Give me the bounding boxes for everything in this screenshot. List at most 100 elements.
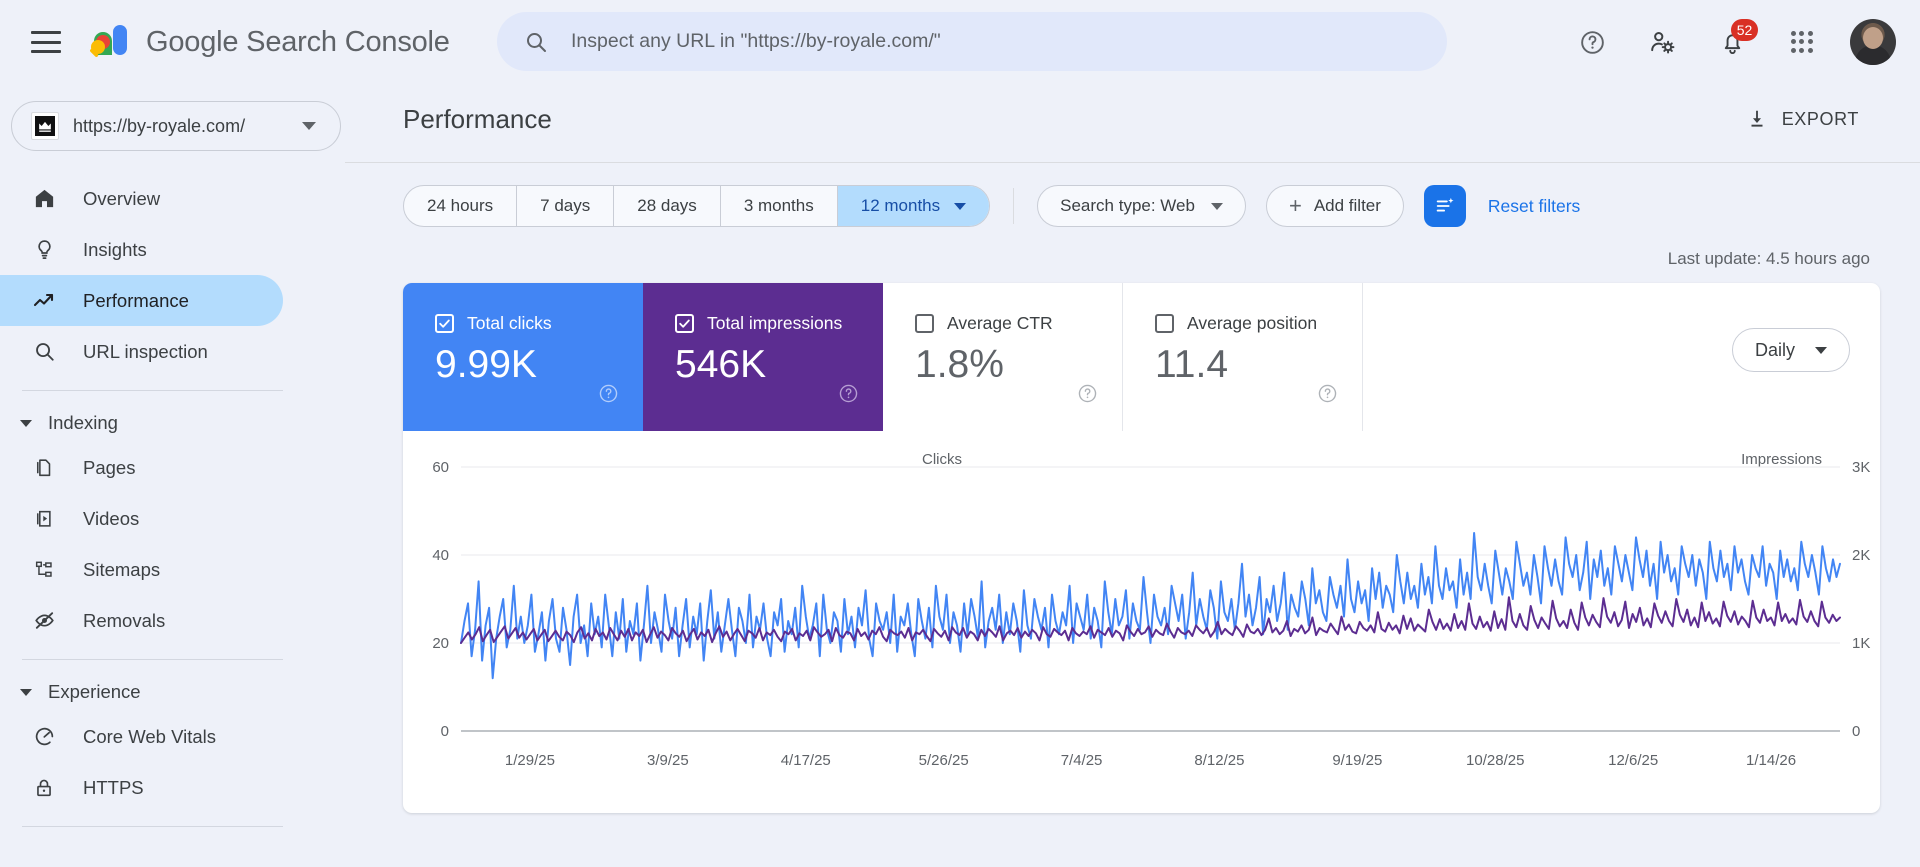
sidebar-item-label: Videos [83, 507, 140, 529]
metric-label: Average position [1187, 313, 1318, 333]
sidebar-item-overview[interactable]: Overview [0, 173, 283, 224]
metric-card-total-impressions[interactable]: Total impressions 546K [643, 283, 883, 431]
metric-card-average-ctr[interactable]: Average CTR 1.8% [883, 283, 1123, 431]
video-icon [31, 506, 57, 532]
svg-text:10/28/25: 10/28/25 [1466, 752, 1524, 769]
help-icon[interactable] [598, 383, 619, 409]
chevron-down-icon [954, 202, 967, 210]
add-filter-button[interactable]: + Add filter [1265, 185, 1404, 227]
page-title: Performance [403, 103, 552, 134]
checkbox-checked-icon[interactable] [435, 314, 454, 333]
chevron-down-icon [302, 122, 316, 130]
apps-grid-icon[interactable] [1780, 20, 1824, 64]
date-range-24-hours[interactable]: 24 hours [404, 186, 518, 226]
date-range-28-days[interactable]: 28 days [614, 186, 721, 226]
chevron-down-icon [20, 688, 32, 696]
property-favicon-icon [31, 112, 59, 140]
date-range-3-months[interactable]: 3 months [721, 186, 838, 226]
sidebar: https://by-royale.com/ Overview Insights [0, 84, 345, 867]
metric-label: Average CTR [947, 313, 1053, 333]
smart-filter-button[interactable] [1423, 185, 1466, 227]
date-range-12-months[interactable]: 12 months [837, 186, 990, 226]
lightbulb-icon [31, 237, 57, 263]
sidebar-item-label: Performance [83, 289, 189, 311]
sidebar-group-label: Indexing [48, 412, 118, 433]
property-url: https://by-royale.com/ [73, 115, 246, 136]
sidebar-item-removals[interactable]: Removals [0, 595, 283, 646]
performance-panel: Total clicks 9.99K Total impressions [403, 283, 1880, 813]
svg-text:1K: 1K [1852, 635, 1870, 652]
sidebar-item-label: URL inspection [83, 340, 208, 362]
sidebar-divider [22, 390, 283, 391]
trending-up-icon [31, 288, 57, 314]
sidebar-item-sitemaps[interactable]: Sitemaps [0, 544, 283, 595]
svg-text:9/19/25: 9/19/25 [1332, 752, 1382, 769]
notifications-icon[interactable]: 52 [1710, 19, 1758, 64]
help-icon[interactable] [1317, 383, 1338, 409]
metric-label: Total impressions [707, 313, 843, 333]
svg-text:1/14/26: 1/14/26 [1746, 752, 1796, 769]
add-filter-label: Add filter [1313, 196, 1381, 215]
y-axis-left-label: Clicks [922, 451, 962, 468]
metric-card-average-position[interactable]: Average position 11.4 [1123, 283, 1363, 431]
search-type-label: Search type: Web [1060, 196, 1195, 215]
account-settings-icon[interactable] [1640, 20, 1684, 64]
home-icon [31, 186, 57, 212]
hamburger-menu-icon[interactable] [31, 31, 61, 53]
export-button[interactable]: EXPORT [1740, 100, 1865, 138]
svg-text:20: 20 [432, 635, 449, 652]
sidebar-item-performance[interactable]: Performance [0, 275, 283, 326]
svg-text:12/6/25: 12/6/25 [1608, 752, 1658, 769]
metric-label: Total clicks [467, 313, 552, 333]
sidebar-divider [22, 826, 283, 827]
sidebar-item-insights[interactable]: Insights [0, 224, 283, 275]
main-content: Performance EXPORT 24 hours 7 days 28 da… [345, 84, 1920, 867]
checkbox-unchecked-icon[interactable] [915, 314, 934, 333]
checkbox-unchecked-icon[interactable] [1155, 314, 1174, 333]
filters-toolbar: 24 hours 7 days 28 days 3 months 12 mont… [345, 163, 1920, 227]
sidebar-item-videos[interactable]: Videos [0, 493, 283, 544]
sidebar-item-url-inspection[interactable]: URL inspection [0, 326, 283, 377]
metric-card-total-clicks[interactable]: Total clicks 9.99K [403, 283, 643, 431]
sidebar-item-label: HTTPS [83, 776, 144, 798]
toolbar-divider [1013, 188, 1015, 224]
sidebar-item-pages[interactable]: Pages [0, 442, 283, 493]
sidebar-item-label: Overview [83, 187, 161, 209]
svg-text:3K: 3K [1852, 459, 1870, 476]
reset-filters-link[interactable]: Reset filters [1487, 195, 1581, 216]
property-selector[interactable]: https://by-royale.com/ [11, 101, 341, 151]
sidebar-item-https[interactable]: HTTPS [0, 762, 283, 813]
eye-off-icon [31, 608, 57, 634]
primary-nav: Overview Insights Performance [0, 173, 345, 377]
granularity-selector[interactable]: Daily [1731, 328, 1850, 372]
help-icon[interactable] [838, 383, 859, 409]
sidebar-group-indexing[interactable]: Indexing [0, 404, 345, 442]
svg-text:3/9/25: 3/9/25 [647, 752, 689, 769]
checkbox-checked-icon[interactable] [675, 314, 694, 333]
chart-canvas: 0 0 20 1K 40 2K 60 3K 1/29/25 3/9/25 4/17/25 5/26/2… [432, 459, 1870, 769]
brand-logo: Google Search Console [87, 22, 450, 62]
header-divider [345, 162, 1920, 163]
help-icon[interactable] [1077, 383, 1098, 409]
performance-chart: Clicks Impressions 0 0 20 1K 40 2K 60 3K 1/29/25… [403, 431, 1880, 813]
svg-text:4/17/25: 4/17/25 [781, 752, 831, 769]
svg-text:0: 0 [1852, 723, 1860, 740]
sidebar-item-core-web-vitals[interactable]: Core Web Vitals [0, 711, 283, 762]
y-axis-right-label: Impressions [1741, 451, 1822, 468]
sidebar-item-label: Sitemaps [83, 558, 161, 580]
chevron-down-icon [1815, 346, 1827, 354]
granularity-label: Daily [1754, 339, 1795, 360]
sidebar-group-experience[interactable]: Experience [0, 673, 345, 711]
pages-icon [31, 455, 57, 481]
date-range-7-days[interactable]: 7 days [517, 186, 615, 226]
help-icon[interactable] [1570, 20, 1614, 64]
search-icon [31, 339, 57, 365]
svg-text:5/26/25: 5/26/25 [919, 752, 969, 769]
avatar[interactable] [1850, 19, 1896, 65]
search-input-placeholder: Inspect any URL in "https://by-royale.co… [571, 30, 941, 52]
url-inspection-search-bar[interactable]: Inspect any URL in "https://by-royale.co… [497, 12, 1447, 71]
search-type-filter[interactable]: Search type: Web [1037, 185, 1246, 227]
chevron-down-icon [20, 419, 32, 427]
metric-value: 1.8% [915, 343, 1004, 386]
search-console-logo-icon [90, 25, 127, 57]
